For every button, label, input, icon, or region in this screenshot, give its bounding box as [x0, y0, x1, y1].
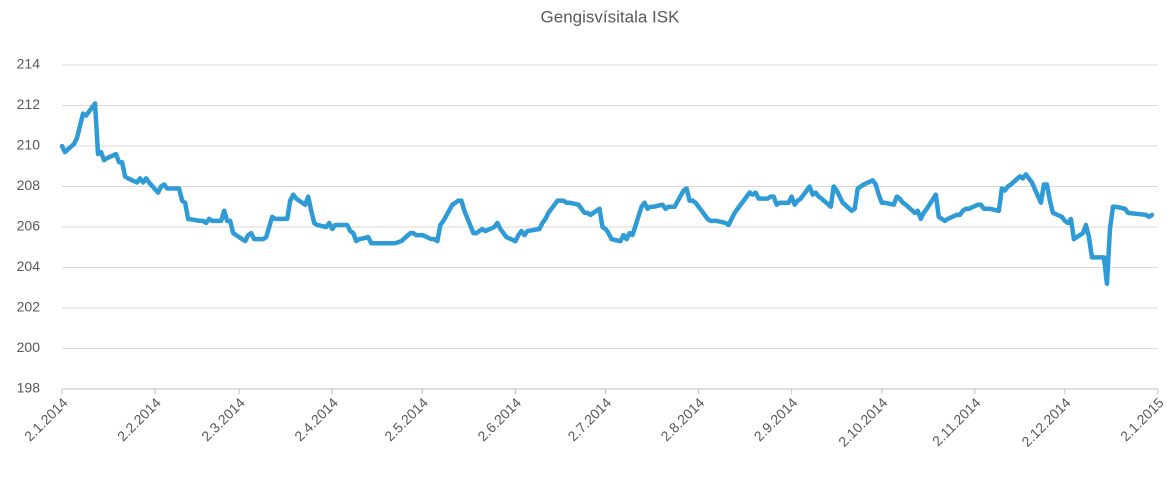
x-tick-label: 2.7.2014 [564, 394, 614, 444]
line [59, 101, 1155, 286]
y-tick-label: 214 [17, 56, 41, 72]
x-tick-label: 2.1.2015 [1117, 394, 1167, 444]
y-tick-label: 210 [17, 137, 41, 153]
x-tick-label: 2.1.2014 [21, 394, 71, 444]
x-tick-label: 2.9.2014 [751, 394, 801, 444]
y-tick-label: 208 [17, 177, 41, 193]
y-tick-label: 198 [17, 380, 41, 396]
y-tick-label: 204 [17, 258, 41, 274]
x-tick-label: 2.10.2014 [835, 394, 891, 450]
x-tick-label: 2.8.2014 [657, 394, 707, 444]
x-tick-label: 2.3.2014 [198, 394, 248, 444]
chart-title: Gengisvísitala ISK [541, 7, 681, 26]
x-tick-label: 2.5.2014 [381, 394, 431, 444]
y-tick-label: 206 [17, 218, 41, 234]
y-tick-label: 212 [17, 96, 41, 112]
x-tick-label: 2.6.2014 [474, 394, 524, 444]
y-tick-label: 200 [17, 339, 41, 355]
x-tick-label: 2.12.2014 [1018, 394, 1074, 450]
x-tick-label: 2.2.2014 [114, 394, 164, 444]
x-tick-label: 2.11.2014 [929, 394, 984, 449]
y-tick-label: 202 [17, 299, 41, 315]
x-tick-label: 2.4.2014 [291, 394, 341, 444]
